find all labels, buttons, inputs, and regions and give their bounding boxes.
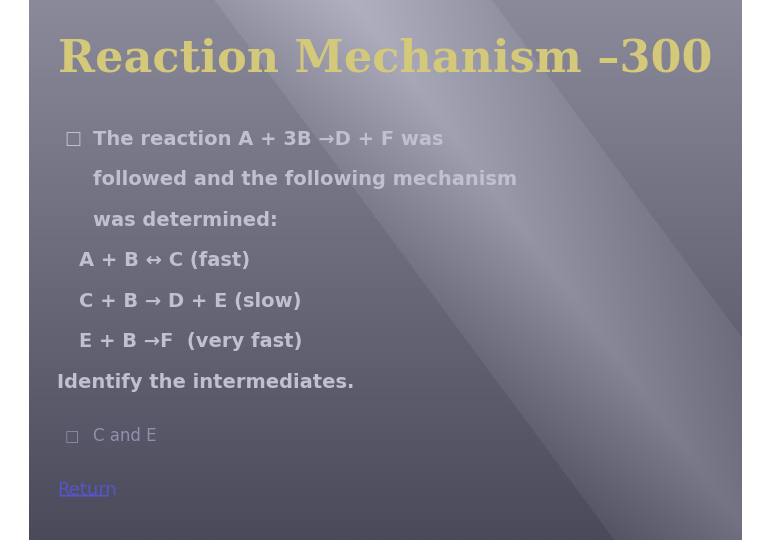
Text: was determined:: was determined: <box>93 211 278 229</box>
Text: followed and the following mechanism: followed and the following mechanism <box>93 170 517 189</box>
Text: C and E: C and E <box>93 427 156 444</box>
Text: C + B → D + E (slow): C + B → D + E (slow) <box>79 292 301 310</box>
Text: Identify the intermediates.: Identify the intermediates. <box>58 373 355 392</box>
Text: Return: Return <box>58 481 117 498</box>
Text: □: □ <box>65 130 82 147</box>
Text: A + B ↔ C (fast): A + B ↔ C (fast) <box>79 251 249 270</box>
Text: The reaction A + 3B →D + F was: The reaction A + 3B →D + F was <box>93 130 444 148</box>
Text: Reaction Mechanism –300: Reaction Mechanism –300 <box>58 38 712 81</box>
Text: □: □ <box>65 429 79 444</box>
Text: E + B →F  (very fast): E + B →F (very fast) <box>79 332 302 351</box>
